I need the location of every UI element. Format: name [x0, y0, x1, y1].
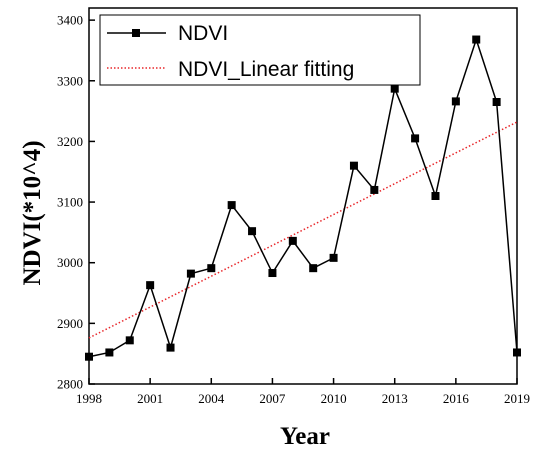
ndvi-data-point: [451, 97, 460, 106]
ndvi-data-point: [309, 264, 318, 273]
ndvi-data-point: [411, 134, 420, 143]
ndvi-data-point: [492, 98, 501, 106]
ndvi-data-point: [370, 185, 379, 194]
x-tick-label: 2004: [198, 391, 225, 406]
y-tick-label: 3300: [57, 73, 83, 88]
ndvi-data-point: [268, 269, 277, 278]
y-tick-label: 2900: [57, 316, 83, 331]
ndvi-data-point: [513, 348, 521, 357]
legend: NDVI NDVI_Linear fitting: [99, 14, 421, 86]
ndvi-data-point: [207, 264, 216, 273]
x-axis-title: Year: [280, 423, 330, 450]
x-tick-label: 2010: [321, 391, 347, 406]
ndvi-data-point: [85, 352, 93, 361]
x-axis-ticks: 1998 2001 2004 2007 2010 2013 2016 2019: [76, 378, 530, 406]
plot-frame: [88, 7, 518, 385]
legend-box: [99, 14, 421, 86]
ndvi-data-point: [472, 35, 481, 44]
legend-ndvi-marker: [132, 29, 140, 37]
y-tick-label: 2800: [57, 377, 83, 392]
ndvi-data-point: [431, 192, 440, 200]
ndvi-data-point: [248, 227, 257, 236]
x-tick-label: 2001: [137, 391, 163, 406]
ndvi-data-point: [146, 281, 155, 290]
ndvi-data-point: [105, 348, 114, 357]
ndvi-data-point: [227, 201, 236, 210]
ndvi-data-point: [288, 236, 297, 245]
x-tick-label: 1998: [76, 391, 102, 406]
y-axis-ticks: 2800 2900 3000 3100 3200 3300 3400: [57, 13, 95, 392]
ndvi-series-line: [88, 37, 518, 358]
linear-fit-line: [88, 121, 518, 339]
x-tick-label: 2013: [382, 391, 408, 406]
plot-area: [88, 7, 518, 385]
y-tick-label: 3000: [57, 255, 83, 270]
y-axis-title: NDVI(*10^4): [19, 140, 46, 285]
y-tick-label: 3100: [57, 195, 83, 210]
ndvi-data-point: [125, 336, 134, 345]
ndvi-data-point: [329, 253, 338, 262]
x-tick-label: 2016: [443, 391, 470, 406]
series-layer: [85, 35, 521, 361]
y-tick-label: 3200: [57, 134, 83, 149]
ndvi-data-point: [390, 84, 399, 93]
ndvi-data-point: [166, 343, 175, 352]
legend-ndvi-label: NDVI: [178, 22, 228, 45]
legend-fit-label: NDVI_Linear fitting: [178, 58, 354, 81]
ndvi-data-point: [349, 161, 358, 170]
x-tick-label: 2019: [504, 391, 530, 406]
x-tick-label: 2007: [259, 391, 286, 406]
ndvi-data-point: [186, 269, 195, 278]
y-tick-label: 3400: [57, 13, 83, 28]
